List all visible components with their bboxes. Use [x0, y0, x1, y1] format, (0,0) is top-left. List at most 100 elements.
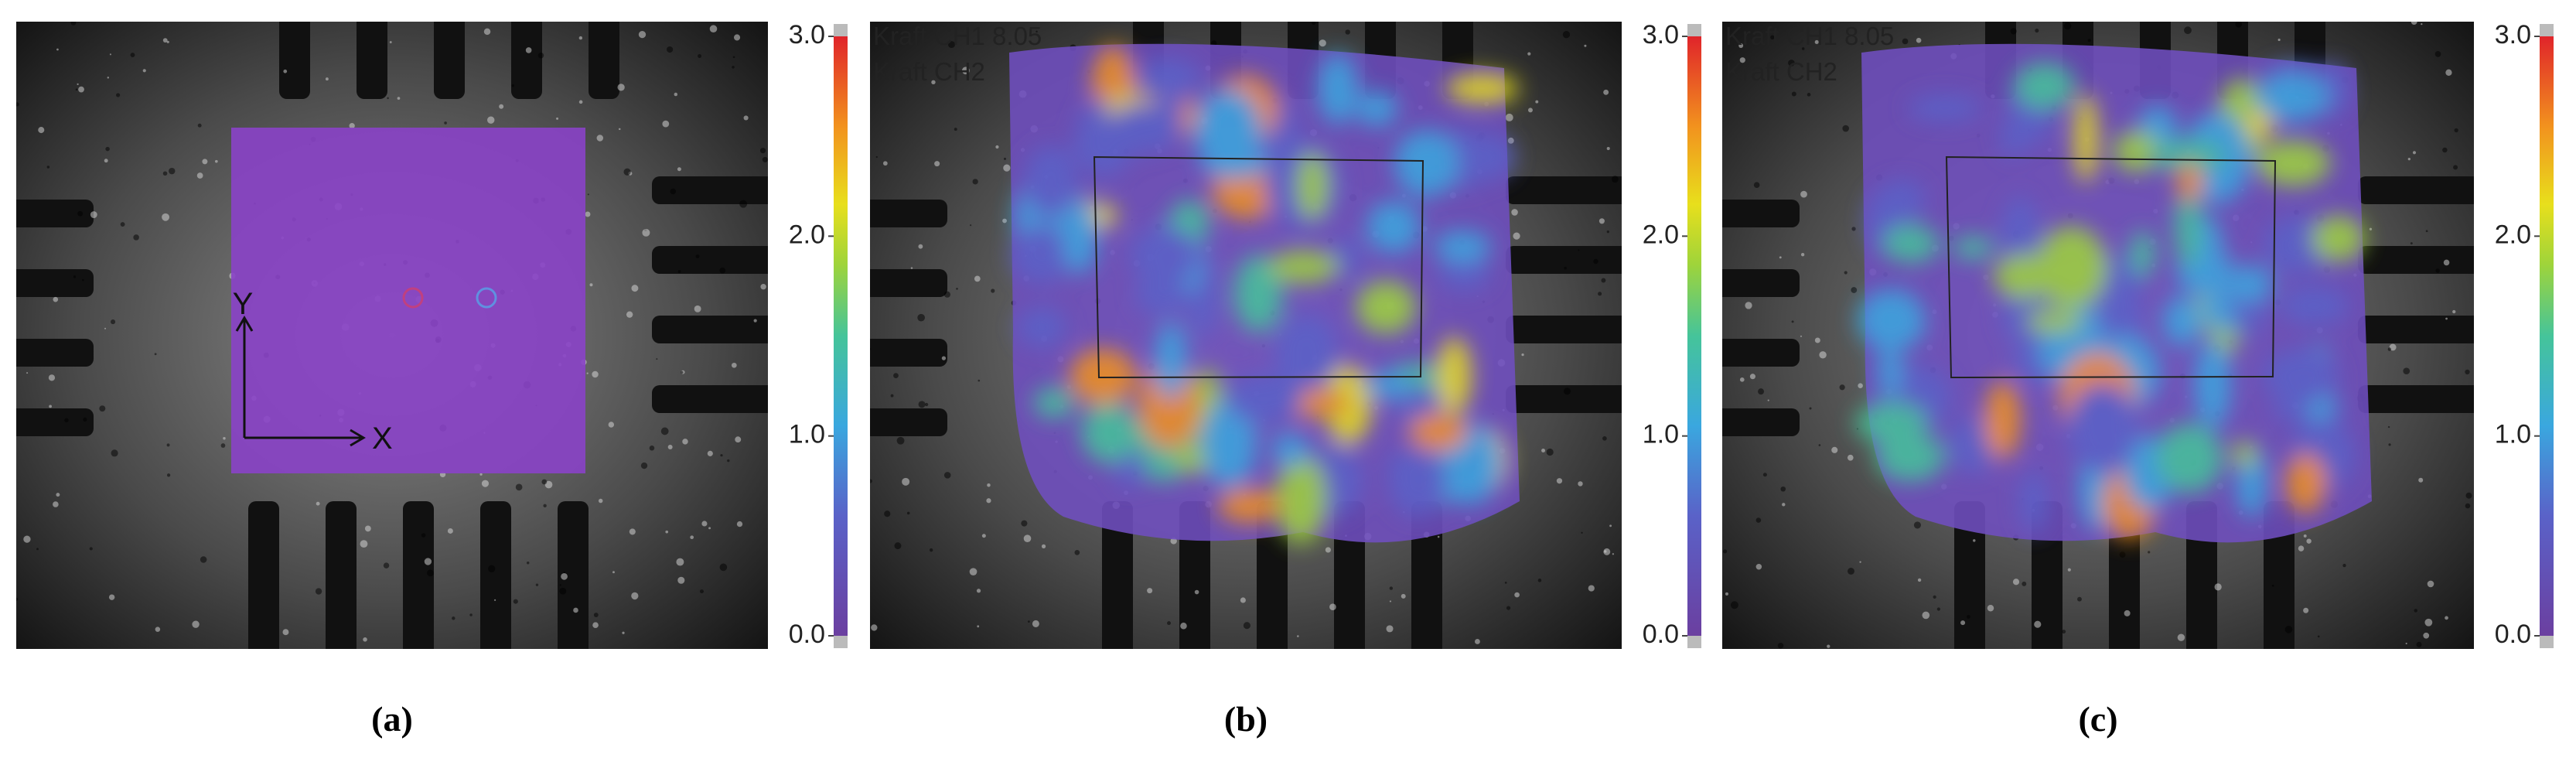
speckle [893, 373, 899, 379]
speckle [720, 454, 723, 457]
colorbar-tick-label: 0.0 [789, 620, 825, 649]
strain-field [1012, 45, 1519, 544]
speckle [1788, 60, 1795, 67]
speckle [2452, 309, 2456, 314]
speckle [2062, 630, 2066, 634]
speckle [469, 613, 473, 616]
speckle [1506, 606, 1511, 610]
speckle [1598, 218, 1605, 224]
speckle [593, 613, 599, 617]
strain-blob [2264, 348, 2339, 404]
speckle [325, 77, 329, 81]
strain-blob [1366, 201, 1421, 254]
fixture [403, 501, 434, 649]
speckle [49, 405, 53, 408]
speckle [1973, 539, 1976, 542]
fixture [2358, 176, 2474, 204]
strain-blob [1275, 454, 1326, 544]
speckle [1723, 549, 1728, 554]
speckle [1401, 593, 1406, 599]
strain-blob [1948, 417, 1998, 473]
speckle [130, 53, 135, 57]
colorbar-tick-label: 2.0 [789, 220, 825, 249]
speckle [104, 327, 107, 329]
speckle [612, 571, 615, 574]
speckle [2434, 51, 2441, 57]
speckle [543, 504, 547, 508]
speckle [200, 556, 207, 563]
speckle [2411, 22, 2417, 25]
fixture [870, 200, 947, 227]
speckle [1848, 568, 1854, 575]
speckle [1312, 22, 1316, 26]
speckle [1839, 384, 1845, 391]
speckle [1021, 520, 1028, 527]
speckle [1913, 521, 1921, 529]
speckle [1814, 337, 1820, 343]
speckle [105, 146, 110, 152]
speckle [2443, 259, 2450, 266]
speckle [1755, 564, 1762, 570]
speckle [649, 446, 655, 451]
speckle [70, 22, 77, 26]
colorbar-scale [1687, 36, 1701, 636]
speckle [2235, 22, 2243, 28]
speckle [592, 622, 599, 629]
colorbar-tick-label: 3.0 [789, 20, 825, 50]
overlay-text: Kraft CH1 8.05 [1725, 22, 1894, 50]
speckle [870, 348, 872, 350]
speckle [941, 356, 947, 360]
fixture [652, 246, 768, 274]
fixture [652, 316, 768, 343]
speckle [1593, 258, 1598, 265]
speckle [1611, 176, 1619, 183]
speckle [1581, 531, 1583, 534]
fixture [434, 22, 465, 99]
fixture [652, 176, 768, 204]
speckle [719, 563, 728, 572]
speckle [1819, 351, 1827, 359]
strain-blob [1394, 129, 1459, 197]
strain-blob [1202, 398, 1257, 488]
image: YX [16, 22, 768, 649]
strain-blob [1155, 322, 1187, 399]
strain-blob [1387, 450, 1426, 489]
speckle [2445, 616, 2448, 620]
strain-blob [2026, 310, 2083, 334]
strain-blob [2256, 140, 2331, 186]
axis-label-x: X [372, 422, 393, 456]
speckle [902, 477, 910, 486]
speckle [1858, 383, 1863, 388]
speckle [1511, 209, 1518, 216]
colorbar-tick-label: 0.0 [2495, 620, 2531, 649]
speckle [1003, 157, 1007, 160]
speckle [972, 179, 978, 185]
strain-blob [1877, 345, 1902, 398]
speckle [1770, 35, 1775, 39]
speckle [1609, 524, 1612, 528]
speckle [638, 30, 647, 39]
speckle [1916, 37, 1922, 43]
speckle [1779, 256, 1782, 259]
speckle [282, 629, 289, 636]
speckle [16, 102, 19, 107]
speckle [2418, 477, 2424, 483]
speckle [656, 358, 658, 360]
strain-blob [1465, 134, 1515, 179]
fixture [279, 22, 310, 99]
speckle [360, 540, 368, 548]
speckle [192, 620, 200, 628]
speckle [133, 234, 139, 241]
fixture [1506, 316, 1622, 343]
speckle [99, 405, 106, 412]
speckle [943, 291, 950, 298]
speckle [760, 284, 766, 290]
speckle [78, 86, 84, 93]
speckle [733, 34, 741, 41]
speckle [2119, 551, 2126, 558]
strain-blob [1017, 306, 1066, 347]
speckle [2298, 545, 2305, 551]
fixture [870, 339, 947, 367]
speckle [483, 28, 491, 36]
